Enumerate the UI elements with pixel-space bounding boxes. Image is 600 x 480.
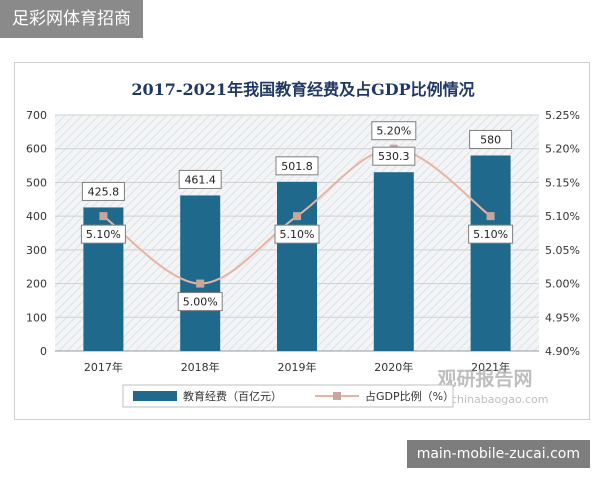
ratio-value-label: 5.10%: [280, 228, 315, 241]
y-right-tick-label: 5.00%: [545, 278, 580, 291]
y-right-tick-label: 5.20%: [545, 143, 580, 156]
bar-series: [83, 155, 511, 351]
legend-line-label: 占GDP比例（%）: [365, 389, 454, 403]
bar-value-label: 501.8: [281, 160, 313, 173]
bar-value-label-box: [372, 146, 416, 166]
y-right-tick-label: 5.15%: [545, 176, 580, 189]
ratio-value-label: 5.10%: [473, 228, 508, 241]
watermark-brand: 观研报告网: [437, 367, 532, 390]
y-right-tick-label: 4.90%: [545, 345, 580, 358]
y-right-tick-label: 5.10%: [545, 210, 580, 223]
y-left-tick-label: 400: [26, 210, 47, 223]
bar-2021年: [470, 155, 511, 351]
ratio-value-label: 5.20%: [376, 125, 411, 138]
y-left-tick-label: 100: [26, 311, 47, 324]
x-tick-label: 2018年: [181, 360, 220, 374]
bar-2019年: [277, 181, 317, 351]
ratio-marker: [99, 212, 108, 221]
legend: 教育经费（百亿元） 占GDP比例（%）: [122, 384, 454, 408]
legend-line-marker: [333, 392, 341, 400]
ratio-value-label-box: [80, 224, 126, 244]
left-axis: 0 100 200 300 400 500 600 700: [26, 109, 47, 358]
y-right-tick-label: 4.95%: [545, 311, 580, 324]
bar-value-label-box: [469, 129, 513, 149]
x-tick-label: 2020年: [374, 360, 413, 374]
y-left-tick-label: 600: [26, 143, 47, 156]
ratio-marker: [293, 212, 301, 221]
x-tick-label: 2019年: [278, 360, 317, 374]
right-axis: 4.90% 4.95% 5.00% 5.05% 5.10% 5.15% 5.20% 5.25%: [545, 109, 580, 358]
y-left-tick-label: 0: [40, 345, 47, 358]
ratio-value-label-box: [274, 224, 320, 244]
bottom-banner: main-mobile-zucai.com: [406, 440, 590, 468]
data-labels: 425.8 461.4 501.8 530.3 580 5.10% 5.00% 5.10% 5.…: [80, 121, 514, 312]
legend-bar-label: 教育经费（百亿元）: [183, 389, 282, 403]
y-left-tick-label: 200: [26, 278, 47, 291]
x-axis-labels: 2017年 2018年 2019年 2020年 2021年: [84, 360, 510, 374]
y-left-tick-label: 500: [26, 176, 47, 189]
y-left-tick-label: 300: [26, 244, 47, 257]
bar-value-label-box: [178, 169, 222, 189]
legend-frame: [122, 384, 454, 408]
bar-value-label: 530.3: [378, 150, 410, 163]
chart-title: 2017-2021年我国教育经费及占GDP比例情况: [131, 80, 474, 99]
bar-2020年: [373, 172, 414, 351]
bar-value-label-box: [81, 181, 125, 201]
bar-2018年: [180, 195, 221, 351]
ratio-marker: [486, 212, 495, 221]
x-tick-label: 2017年: [84, 360, 123, 374]
bar-value-label: 580: [480, 133, 501, 146]
y-right-tick-label: 5.25%: [545, 109, 580, 122]
bar-value-label: 425.8: [88, 185, 120, 198]
bar-value-label-box: [275, 156, 319, 176]
legend-bar-swatch: [133, 391, 177, 401]
top-banner: 足彩网体育招商: [0, 0, 143, 38]
ratio-value-label-box: [468, 224, 514, 244]
chart-container: 2017-2021年我国教育经费及占GDP比例情况 0 100 200 300 400 5…: [14, 62, 590, 420]
chart-svg: 2017-2021年我国教育经费及占GDP比例情况 0 100 200 300 400 5…: [26, 80, 580, 408]
y-right-tick-label: 5.05%: [545, 244, 580, 257]
ratio-marker: [196, 279, 205, 288]
ratio-value-label: 5.10%: [86, 228, 121, 241]
ratio-value-label-box: [371, 121, 417, 141]
y-left-tick-label: 700: [26, 109, 47, 122]
x-tick-label: 2021年: [471, 360, 510, 374]
ratio-value-label-box: [177, 292, 223, 312]
bar-value-label: 461.4: [184, 173, 216, 186]
ratio-value-label: 5.00%: [183, 296, 218, 309]
